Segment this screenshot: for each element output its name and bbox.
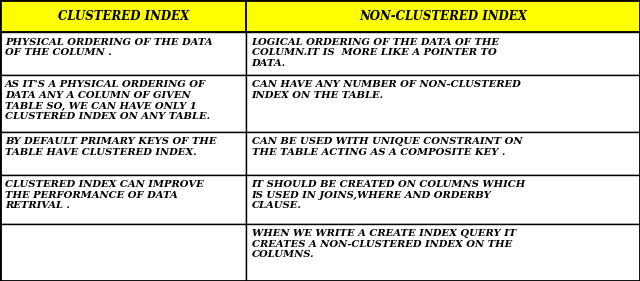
FancyBboxPatch shape — [246, 175, 640, 224]
FancyBboxPatch shape — [0, 175, 246, 224]
Text: LOGICAL ORDERING OF THE DATA OF THE
COLUMN.IT IS  MORE LIKE A POINTER TO
DATA.: LOGICAL ORDERING OF THE DATA OF THE COLU… — [252, 37, 499, 68]
Text: NON-CLUSTERED INDEX: NON-CLUSTERED INDEX — [359, 10, 527, 23]
Text: AS IT'S A PHYSICAL ORDERING OF
DATA ANY A COLUMN OF GIVEN
TABLE SO, WE CAN HAVE : AS IT'S A PHYSICAL ORDERING OF DATA ANY … — [5, 80, 211, 121]
FancyBboxPatch shape — [0, 0, 246, 32]
Text: CAN HAVE ANY NUMBER OF NON-CLUSTERED
INDEX ON THE TABLE.: CAN HAVE ANY NUMBER OF NON-CLUSTERED IND… — [252, 80, 520, 100]
Text: CLUSTERED INDEX: CLUSTERED INDEX — [58, 10, 189, 23]
Text: CLUSTERED INDEX CAN IMPROVE
THE PERFORMANCE OF DATA
RETRIVAL .: CLUSTERED INDEX CAN IMPROVE THE PERFORMA… — [5, 180, 204, 210]
FancyBboxPatch shape — [246, 224, 640, 281]
FancyBboxPatch shape — [246, 32, 640, 75]
FancyBboxPatch shape — [0, 75, 246, 132]
Text: CAN BE USED WITH UNIQUE CONSTRAINT ON
THE TABLE ACTING AS A COMPOSITE KEY .: CAN BE USED WITH UNIQUE CONSTRAINT ON TH… — [252, 137, 522, 157]
FancyBboxPatch shape — [246, 132, 640, 175]
Text: WHEN WE WRITE A CREATE INDEX QUERY IT
CREATES A NON-CLUSTERED INDEX ON THE
COLUM: WHEN WE WRITE A CREATE INDEX QUERY IT CR… — [252, 229, 516, 259]
Text: BY DEFAULT PRIMARY KEYS OF THE
TABLE HAVE CLUSTERED INDEX.: BY DEFAULT PRIMARY KEYS OF THE TABLE HAV… — [5, 137, 216, 157]
FancyBboxPatch shape — [0, 32, 246, 75]
FancyBboxPatch shape — [246, 0, 640, 32]
Text: IT SHOULD BE CREATED ON COLUMNS WHICH
IS USED IN JOINS,WHERE AND ORDERBY
CLAUSE.: IT SHOULD BE CREATED ON COLUMNS WHICH IS… — [252, 180, 526, 210]
Text: PHYSICAL ORDERING OF THE DATA
OF THE COLUMN .: PHYSICAL ORDERING OF THE DATA OF THE COL… — [5, 37, 212, 57]
FancyBboxPatch shape — [0, 132, 246, 175]
FancyBboxPatch shape — [0, 224, 246, 281]
FancyBboxPatch shape — [246, 75, 640, 132]
